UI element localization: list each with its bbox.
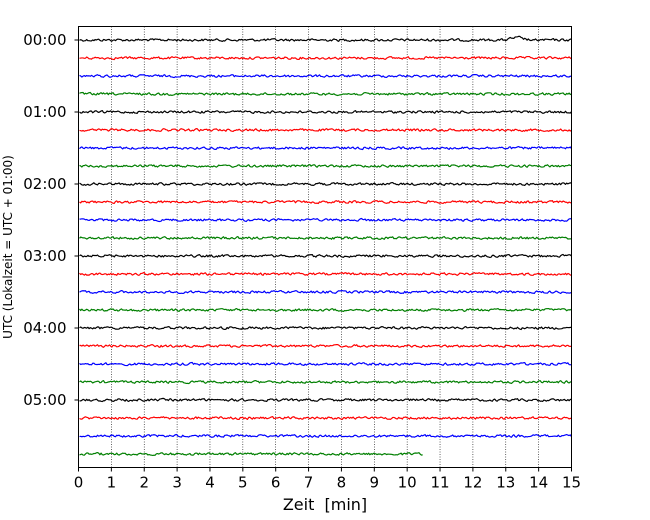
x-tick-label: 8 xyxy=(337,474,347,492)
x-tick-label: 5 xyxy=(238,474,248,492)
trace-line xyxy=(79,145,572,151)
y-axis-label: UTC (Lokalzeit = UTC + 01:00) xyxy=(1,155,15,339)
trace-line xyxy=(79,217,572,223)
x-tick-label: 7 xyxy=(304,474,314,492)
y-tick-label: 04:00 xyxy=(23,319,66,337)
x-tick-label: 4 xyxy=(205,474,215,492)
trace-line xyxy=(79,109,572,114)
x-tick-label: 0 xyxy=(74,474,84,492)
plot-frame xyxy=(78,26,572,468)
trace-line xyxy=(79,163,572,168)
y-axis-ticks: 00:00 01:00 02:00 03:00 04:00 05:00 xyxy=(23,31,79,409)
x-axis-label: Zeit [min] xyxy=(283,495,367,514)
x-tick-label: 11 xyxy=(430,474,449,492)
x-axis-ticks: 0 1 2 3 4 5 6 7 8 9 10 11 12 13 14 15 xyxy=(74,467,581,492)
trace-line xyxy=(79,451,423,457)
x-tick-label: 13 xyxy=(496,474,515,492)
trace-line xyxy=(79,433,572,438)
trace-line xyxy=(79,73,572,79)
y-tick-label: 00:00 xyxy=(23,31,66,49)
x-tick-label: 2 xyxy=(139,474,149,492)
trace-lines xyxy=(79,35,572,457)
trace-line xyxy=(79,35,572,43)
trace-line xyxy=(79,379,572,385)
trace-line xyxy=(79,397,572,403)
grid-lines xyxy=(111,26,539,468)
trace-line xyxy=(79,271,572,276)
trace-line xyxy=(79,289,572,295)
trace-line xyxy=(79,253,572,259)
y-tick-label: 03:00 xyxy=(23,247,66,265)
trace-line xyxy=(79,200,572,205)
x-tick-label: 14 xyxy=(529,474,548,492)
trace-line xyxy=(79,91,572,97)
x-tick-label: 3 xyxy=(172,474,182,492)
trace-line xyxy=(79,361,572,367)
y-tick-label: 02:00 xyxy=(23,175,66,193)
trace-line xyxy=(79,343,572,349)
x-tick-label: 12 xyxy=(463,474,482,492)
y-tick-label: 05:00 xyxy=(23,391,66,409)
y-tick-label: 01:00 xyxy=(23,103,66,121)
trace-line xyxy=(79,415,572,421)
trace-line xyxy=(79,181,572,187)
trace-line xyxy=(79,235,572,240)
x-tick-label: 10 xyxy=(398,474,417,492)
x-tick-label: 6 xyxy=(271,474,281,492)
x-tick-label: 9 xyxy=(370,474,380,492)
trace-line xyxy=(79,307,572,313)
trace-line xyxy=(79,55,572,61)
x-tick-label: 1 xyxy=(107,474,117,492)
trace-line xyxy=(79,326,572,331)
x-tick-label: 15 xyxy=(562,474,581,492)
trace-line xyxy=(79,128,572,133)
